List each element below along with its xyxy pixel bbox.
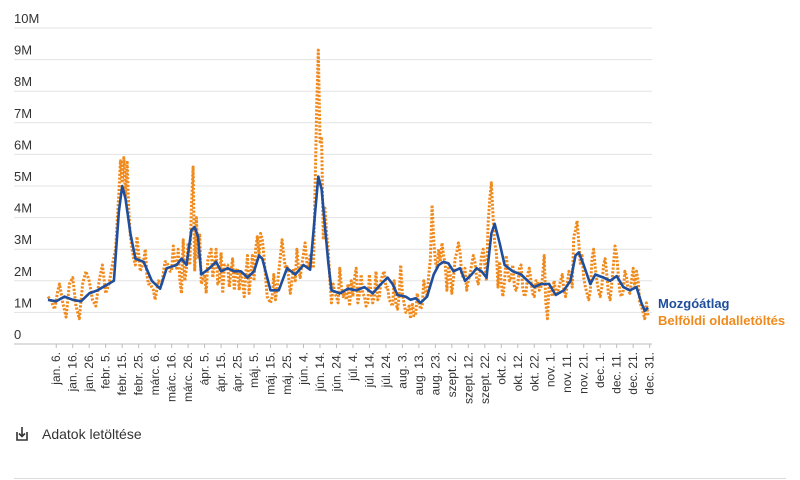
- x-tick-label: máj. 25.: [280, 352, 294, 395]
- x-tick-label: júl. 24.: [379, 352, 393, 388]
- y-tick-label: 1M: [14, 295, 32, 310]
- x-tick-label: szept. 2.: [445, 352, 459, 397]
- x-tick-label: márc. 6.: [148, 352, 162, 395]
- x-tick-label: febr. 25.: [132, 352, 146, 395]
- y-axis-ticks: 0 1M 2M 3M 4M 5M 6M 7M 8M 9M 10M: [14, 11, 39, 342]
- x-tick-label: dec. 1.: [593, 352, 607, 388]
- series-layer: [46, 48, 650, 321]
- x-tick-label: dec. 11.: [610, 352, 624, 394]
- x-tick-label: márc. 26.: [181, 352, 195, 402]
- x-tick-label: aug. 23.: [428, 352, 442, 395]
- legend: Mozgóátlag Belföldi oldalletöltés: [658, 296, 785, 328]
- x-tick-label: nov. 11.: [560, 352, 574, 393]
- x-tick-label: jún. 14.: [313, 352, 327, 392]
- x-axis-ticks: jan. 6. jan. 16. jan. 26. febr. 5. febr. 15.…: [49, 344, 657, 404]
- y-tick-label: 8M: [14, 74, 32, 89]
- x-tick-label: nov. 21.: [577, 352, 591, 394]
- x-tick-label: aug. 13.: [412, 352, 426, 395]
- x-tick-label: szept. 22.: [478, 352, 492, 404]
- x-tick-label: aug. 3.: [395, 352, 409, 389]
- x-tick-label: jan. 26.: [82, 352, 96, 392]
- x-tick-label: jan. 16.: [66, 352, 80, 392]
- x-tick-label: máj. 5.: [247, 352, 261, 388]
- download-data-button[interactable]: Adatok letöltése: [14, 426, 142, 442]
- divider: [14, 478, 786, 479]
- x-tick-label: okt. 2.: [494, 352, 508, 385]
- x-tick-label: febr. 15.: [115, 352, 129, 395]
- gridlines: [14, 27, 652, 345]
- legend-label-belfoldi: Belföldi oldalletöltés: [658, 313, 785, 328]
- x-tick-label: jún. 4.: [296, 352, 310, 386]
- x-tick-label: okt. 22.: [527, 352, 541, 391]
- y-tick-label: 0: [14, 327, 21, 342]
- line-chart: 0 1M 2M 3M 4M 5M 6M 7M 8M 9M 10M jan. 6. jan. 16. ja…: [14, 11, 785, 404]
- x-tick-label: nov. 1.: [544, 352, 558, 387]
- y-tick-label: 6M: [14, 137, 32, 152]
- x-tick-label: jan. 6.: [49, 352, 63, 386]
- x-tick-label: dec. 21.: [626, 352, 640, 395]
- x-tick-label: júl. 4.: [346, 352, 360, 382]
- y-tick-label: 10M: [14, 11, 39, 26]
- x-tick-label: júl. 14.: [362, 352, 376, 388]
- x-tick-label: jún. 24.: [329, 352, 343, 392]
- x-tick-label: dec. 31.: [643, 352, 657, 395]
- download-label: Adatok letöltése: [42, 426, 142, 442]
- x-tick-label: febr. 5.: [99, 352, 113, 389]
- x-tick-label: ápr. 5.: [198, 352, 212, 385]
- y-tick-label: 7M: [14, 106, 32, 121]
- y-tick-label: 2M: [14, 264, 32, 279]
- series-line-belfoldi: [46, 48, 650, 321]
- x-tick-label: máj. 15.: [264, 352, 278, 395]
- x-tick-label: szept. 12.: [461, 352, 475, 404]
- x-tick-label: ápr. 25.: [231, 352, 245, 392]
- y-tick-label: 5M: [14, 169, 32, 184]
- x-tick-label: okt. 12.: [511, 352, 525, 391]
- y-tick-label: 4M: [14, 201, 32, 216]
- download-icon: [14, 426, 30, 442]
- y-tick-label: 3M: [14, 232, 32, 247]
- y-tick-label: 9M: [14, 43, 32, 58]
- legend-label-mozgoatlag: Mozgóátlag: [658, 296, 730, 311]
- x-tick-label: ápr. 15.: [214, 352, 228, 392]
- series-line-mozgoatlag: [47, 175, 649, 313]
- x-tick-label: márc. 16.: [165, 352, 179, 402]
